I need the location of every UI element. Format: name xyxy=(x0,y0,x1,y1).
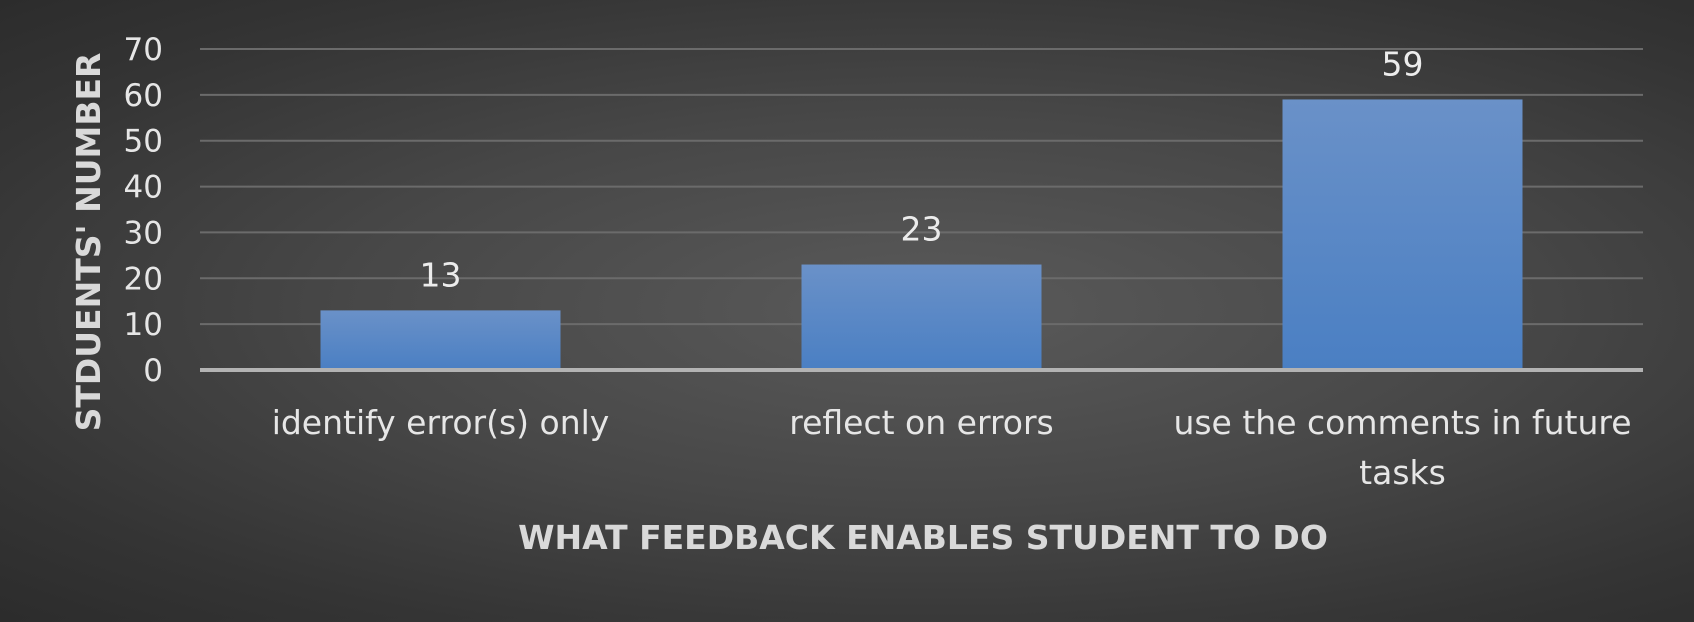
gridlines xyxy=(200,48,1643,326)
category-label-line: identify error(s) only xyxy=(272,403,610,442)
y-tick-labels: 0 10 20 30 40 50 60 70 xyxy=(124,32,163,389)
y-axis-title: STDUENTS' NUMBER xyxy=(69,53,108,432)
category-label: use the comments in future tasks xyxy=(1173,403,1631,492)
category-label-line: tasks xyxy=(1359,453,1446,492)
data-label: 23 xyxy=(901,210,943,249)
category-label: reflect on errors xyxy=(789,403,1053,442)
bar xyxy=(1282,99,1523,370)
y-tick-label: 50 xyxy=(124,124,163,160)
y-tick-label: 70 xyxy=(124,32,163,68)
data-labels: 13 23 59 xyxy=(420,44,1424,294)
bars xyxy=(320,99,1523,370)
y-tick-label: 40 xyxy=(124,170,163,206)
data-label: 59 xyxy=(1382,44,1424,83)
y-tick-label: 60 xyxy=(124,78,163,114)
x-axis-title: WHAT FEEDBACK ENABLES STUDENT TO DO xyxy=(518,518,1328,557)
y-tick-label: 30 xyxy=(124,215,163,251)
category-label: identify error(s) only xyxy=(272,403,610,442)
category-label-line: reflect on errors xyxy=(789,403,1053,442)
category-labels: identify error(s) only reflect on errors u… xyxy=(272,403,1632,492)
y-tick-label: 20 xyxy=(124,261,163,297)
bar xyxy=(320,310,561,370)
data-label: 13 xyxy=(420,255,462,294)
bar xyxy=(801,264,1042,370)
y-tick-label: 10 xyxy=(124,307,163,343)
y-tick-label: 0 xyxy=(143,353,163,389)
category-label-line: use the comments in future xyxy=(1173,403,1631,442)
